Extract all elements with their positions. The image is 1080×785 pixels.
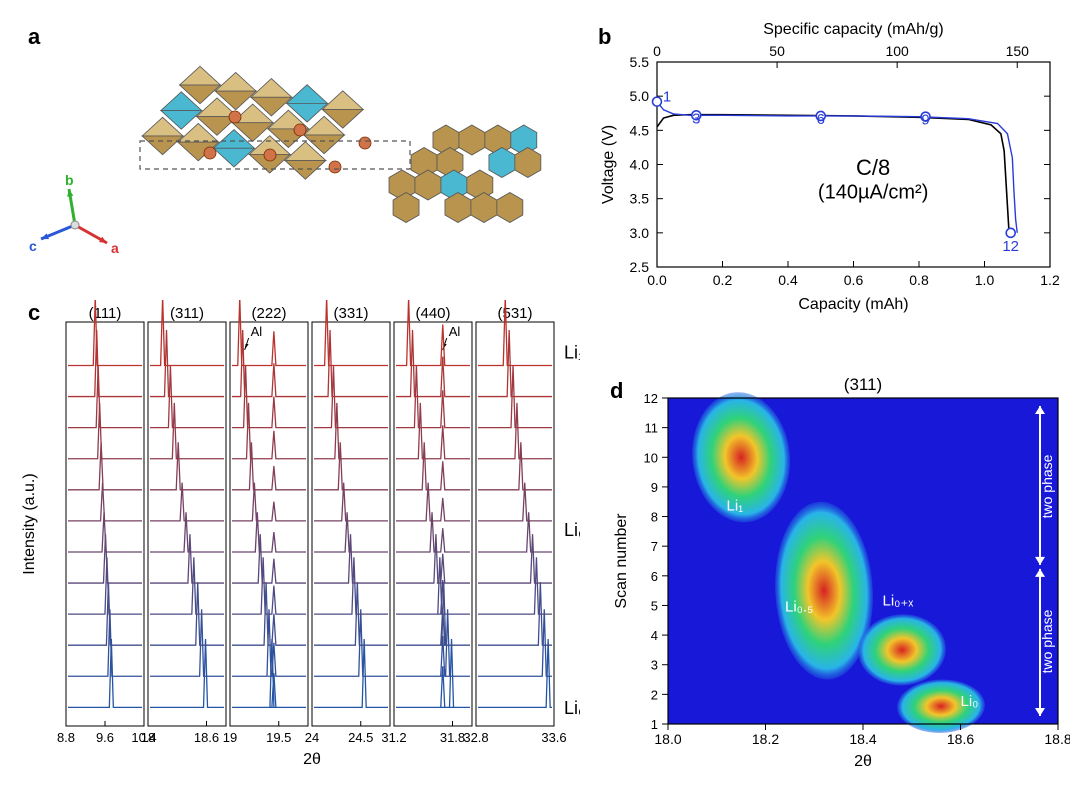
svg-text:12: 12 xyxy=(644,391,658,406)
svg-text:5: 5 xyxy=(651,598,658,613)
svg-text:9: 9 xyxy=(921,112,929,129)
svg-text:18.2: 18.2 xyxy=(752,731,779,747)
svg-text:2: 2 xyxy=(651,687,658,702)
svg-text:two phase: two phase xyxy=(1039,609,1055,673)
svg-text:Li₀₊ₓ: Li₀₊ₓ xyxy=(883,592,914,609)
svg-text:0.8: 0.8 xyxy=(909,272,929,288)
svg-text:32.8: 32.8 xyxy=(463,730,488,745)
svg-text:a: a xyxy=(111,240,119,256)
svg-text:6: 6 xyxy=(817,111,825,128)
svg-text:Specific capacity (mAh/g): Specific capacity (mAh/g) xyxy=(763,21,944,38)
svg-text:4: 4 xyxy=(651,628,658,643)
svg-text:Li₀.₅: Li₀.₅ xyxy=(785,598,813,615)
svg-text:18: 18 xyxy=(141,730,155,745)
svg-text:0.6: 0.6 xyxy=(844,272,864,288)
svg-text:1: 1 xyxy=(663,89,671,106)
svg-text:Li₀: Li₀ xyxy=(961,693,979,710)
voltage-capacity-svg: Specific capacity (mAh/g) 0 50 100 150 0.0 0.2… xyxy=(595,20,1065,315)
svg-text:50: 50 xyxy=(769,43,785,59)
svg-text:8.8: 8.8 xyxy=(57,730,75,745)
svg-text:31.8: 31.8 xyxy=(440,730,465,745)
svg-text:9.6: 9.6 xyxy=(96,730,114,745)
svg-text:(331): (331) xyxy=(333,305,368,322)
svg-text:31.2: 31.2 xyxy=(381,730,406,745)
svg-text:(531): (531) xyxy=(497,305,532,322)
svg-text:(311): (311) xyxy=(844,375,882,394)
svg-text:1.0: 1.0 xyxy=(975,272,995,288)
svg-text:Li₀: Li₀ xyxy=(564,698,580,718)
svg-text:Li₁: Li₁ xyxy=(564,342,580,362)
svg-text:12: 12 xyxy=(1002,238,1019,255)
svg-text:11: 11 xyxy=(645,421,659,436)
svg-text:8: 8 xyxy=(651,510,658,525)
svg-text:100: 100 xyxy=(885,43,909,59)
svg-text:Li₁: Li₁ xyxy=(727,498,744,515)
svg-text:4.0: 4.0 xyxy=(630,157,650,173)
svg-text:two phase: two phase xyxy=(1039,454,1055,518)
svg-text:Capacity (mAh): Capacity (mAh) xyxy=(798,296,908,313)
svg-text:Scan number: Scan number xyxy=(613,513,630,609)
svg-text:18.4: 18.4 xyxy=(849,731,876,747)
svg-text:19: 19 xyxy=(223,730,237,745)
svg-text:c: c xyxy=(29,238,37,254)
svg-text:(111): (111) xyxy=(89,305,122,322)
svg-text:18.0: 18.0 xyxy=(654,731,681,747)
svg-text:24: 24 xyxy=(305,730,319,745)
xrd-waterfall-svg: Intensity (a.u.)2θ(111)8.89.610.4(311)18… xyxy=(20,300,580,770)
panel-d-heatmap: (311)18.018.218.418.618.82θ1234567891011… xyxy=(610,370,1070,770)
svg-text:3.0: 3.0 xyxy=(630,225,650,241)
svg-text:5.5: 5.5 xyxy=(630,54,650,70)
svg-text:3: 3 xyxy=(692,110,700,127)
svg-text:24.5: 24.5 xyxy=(348,730,373,745)
svg-text:33.6: 33.6 xyxy=(541,730,566,745)
svg-text:5.0: 5.0 xyxy=(630,88,650,104)
svg-text:b: b xyxy=(65,172,74,188)
svg-text:3: 3 xyxy=(651,658,658,673)
svg-text:150: 150 xyxy=(1006,43,1030,59)
svg-text:3.5: 3.5 xyxy=(630,191,650,207)
svg-text:10: 10 xyxy=(644,450,658,465)
svg-text:Intensity (a.u.): Intensity (a.u.) xyxy=(21,473,38,574)
svg-text:19.5: 19.5 xyxy=(266,730,291,745)
svg-text:0.4: 0.4 xyxy=(778,272,798,288)
crystal-structure-svg: a b c xyxy=(20,20,560,270)
svg-text:Li₀.₅: Li₀.₅ xyxy=(564,520,580,540)
svg-text:2θ: 2θ xyxy=(303,751,321,768)
svg-text:1.2: 1.2 xyxy=(1040,272,1060,288)
svg-text:18.8: 18.8 xyxy=(1044,731,1070,747)
svg-text:C/8: C/8 xyxy=(856,155,890,180)
svg-text:4.5: 4.5 xyxy=(630,122,650,138)
svg-text:6: 6 xyxy=(651,569,658,584)
svg-text:1: 1 xyxy=(651,717,658,732)
svg-text:0.0: 0.0 xyxy=(647,272,667,288)
svg-text:(140µA/cm²): (140µA/cm²) xyxy=(818,182,928,204)
svg-text:(440): (440) xyxy=(415,305,450,322)
panel-c-xrd-stack: Intensity (a.u.)2θ(111)8.89.610.4(311)18… xyxy=(20,300,580,770)
svg-text:0: 0 xyxy=(653,43,661,59)
svg-text:7: 7 xyxy=(651,539,658,554)
svg-text:18.6: 18.6 xyxy=(194,730,219,745)
panel-b-voltage-curve: Specific capacity (mAh/g) 0 50 100 150 0.0 0.2… xyxy=(595,20,1065,310)
svg-text:18.6: 18.6 xyxy=(947,731,974,747)
svg-text:2θ: 2θ xyxy=(854,753,872,770)
svg-text:2.5: 2.5 xyxy=(630,259,650,275)
svg-text:Al: Al xyxy=(449,324,461,339)
svg-text:Voltage (V): Voltage (V) xyxy=(600,125,617,204)
svg-text:(222): (222) xyxy=(251,305,286,322)
svg-text:Al: Al xyxy=(251,324,263,339)
xrd-heatmap-svg: (311)18.018.218.418.618.82θ1234567891011… xyxy=(610,370,1070,770)
svg-text:9: 9 xyxy=(651,480,658,495)
svg-text:0.2: 0.2 xyxy=(713,272,733,288)
svg-text:(311): (311) xyxy=(170,305,204,322)
panel-a-structure: a b c xyxy=(20,20,560,270)
